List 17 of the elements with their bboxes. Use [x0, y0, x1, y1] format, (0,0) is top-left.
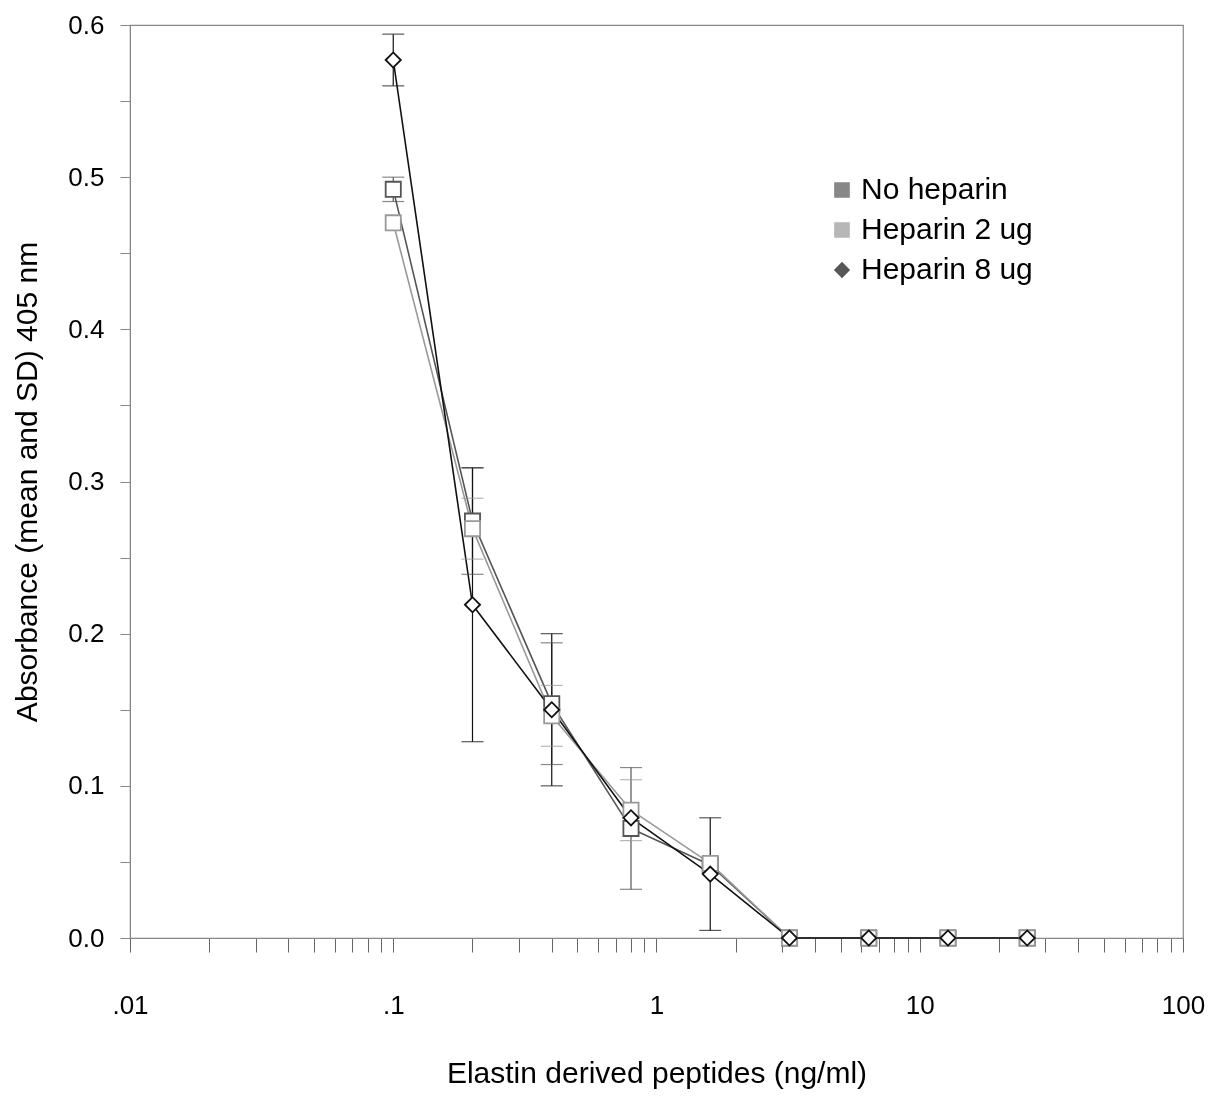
x-tick-label: 100 [1161, 989, 1206, 1020]
y-tick-label: 0.4 [68, 313, 105, 344]
y-axis-title: Absorbance (mean and SD) 405 nm [10, 241, 44, 723]
x-tick-label: .1 [382, 989, 405, 1020]
x-tick-label: 10 [905, 989, 935, 1020]
y-tick-label: 0.5 [68, 161, 105, 192]
legend-label: No heparin [861, 172, 1008, 205]
y-tick-label: 0.1 [68, 770, 105, 801]
y-tick-label: 0.6 [68, 9, 105, 40]
x-axis-title: Elastin derived peptides (ng/ml) [446, 1055, 868, 1089]
y-tick-label: 0.0 [68, 922, 105, 953]
legend-label: Heparin 8 ug [861, 252, 1033, 285]
legend-label: Heparin 2 ug [861, 212, 1033, 245]
x-tick-label: 1 [649, 989, 665, 1020]
y-tick-label: 0.2 [68, 618, 105, 649]
y-tick-label: 0.3 [68, 466, 105, 496]
x-tick-label: .01 [112, 989, 149, 1020]
